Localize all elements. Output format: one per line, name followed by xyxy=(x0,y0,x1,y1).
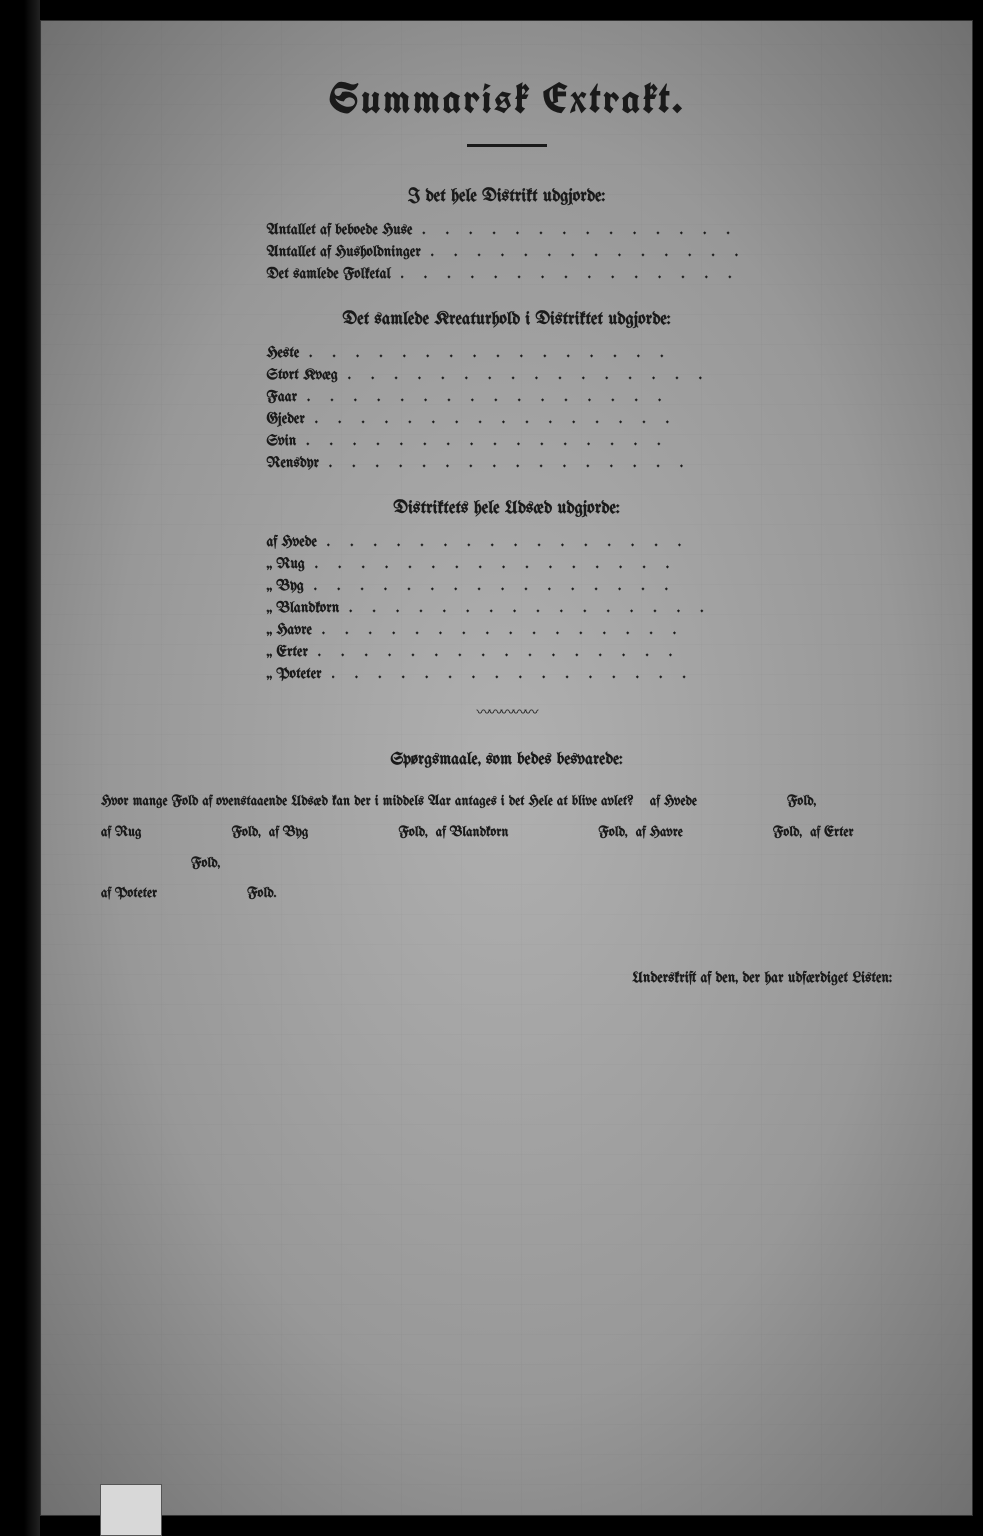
dot-leader: . . . . . . . . . . . . . . . . xyxy=(318,644,747,660)
row-label: Svin xyxy=(267,433,297,449)
q-item-erter: af Erter xyxy=(810,825,853,840)
row-gjeder: Gjeder . . . . . . . . . . . . . . . . xyxy=(267,411,747,427)
row-havre: „ Havre . . . . . . . . . . . . . . . . xyxy=(267,622,747,638)
dot-leader: . . . . . . . . . . . . . . . . xyxy=(332,666,747,682)
q-item-byg: af Byg xyxy=(269,825,309,840)
section-rows-distrikt: Antallet af beboede Huse . . . . . . . .… xyxy=(267,222,747,282)
section-heading-distrikt: I det hele Distrikt udgjorde: xyxy=(81,187,932,206)
row-rensdyr: Rensdyr . . . . . . . . . . . . . . . . xyxy=(267,455,747,471)
row-rug: „ Rug . . . . . . . . . . . . . . . . xyxy=(267,556,747,572)
row-hvede: af Hvede . . . . . . . . . . . . . . . . xyxy=(267,534,747,550)
row-label: „ Byg xyxy=(267,578,304,594)
row-label: af Hvede xyxy=(267,534,317,550)
row-label: Rensdyr xyxy=(267,455,319,471)
q-unit: Fold, xyxy=(191,856,220,871)
row-beboede-huse: Antallet af beboede Huse . . . . . . . .… xyxy=(267,222,747,238)
q-unit: Fold, xyxy=(598,825,627,840)
q-unit: Fold, xyxy=(787,794,816,809)
section-rows-udsaed: af Hvede . . . . . . . . . . . . . . . .… xyxy=(267,534,747,682)
title-underline xyxy=(467,144,547,147)
dot-leader: . . . . . . . . . . . . . . . . xyxy=(315,556,747,572)
question-lead-text: Hvor mange Fold af ovenstaaende Udsæd ka… xyxy=(101,794,633,809)
section-heading-questions: Spørgsmaale, som bedes besvarede: xyxy=(81,752,932,769)
dot-leader: . . . . . . . . . . . . . . . . xyxy=(349,600,746,616)
row-label: „ Blandkorn xyxy=(267,600,340,616)
row-label: „ Erter xyxy=(267,644,308,660)
row-label: „ Poteter xyxy=(267,666,322,682)
dot-leader: . . . . . . . . . . . . . . . . xyxy=(315,411,747,427)
dot-leader: . . . . . . . . . . . . . . . . xyxy=(348,367,747,383)
row-folketal: Det samlede Folketal . . . . . . . . . .… xyxy=(267,266,747,282)
row-label: Faar xyxy=(267,389,298,405)
dot-leader: . . . . . . . . . . . . . . . . xyxy=(401,266,747,282)
row-label: Antallet af Husholdninger xyxy=(267,244,421,260)
row-blandkorn: „ Blandkorn . . . . . . . . . . . . . . … xyxy=(267,600,747,616)
dot-leader: . . . . . . . . . . . . . . . . xyxy=(422,222,746,238)
q-unit: Fold, xyxy=(773,825,802,840)
dot-leader: . . . . . . . . . . . . . . . . xyxy=(327,534,747,550)
q-unit: Fold, xyxy=(398,825,427,840)
row-byg: „ Byg . . . . . . . . . . . . . . . . xyxy=(267,578,747,594)
questions-paragraph: Hvor mange Fold af ovenstaaende Udsæd ka… xyxy=(101,787,912,910)
row-label: „ Rug xyxy=(267,556,305,572)
scan-clip-artifact xyxy=(100,1484,162,1536)
dot-leader: . . . . . . . . . . . . . . . . xyxy=(314,578,747,594)
row-label: Antallet af beboede Huse xyxy=(267,222,413,238)
row-label: Gjeder xyxy=(267,411,305,427)
signature-line: Underskrift af den, der har udfærdiget L… xyxy=(81,970,892,986)
section-rows-kreaturhold: Heste . . . . . . . . . . . . . . . . St… xyxy=(267,345,747,471)
wavy-divider: 〰〰〰〰〰 xyxy=(447,702,567,722)
scan-left-margin xyxy=(0,0,40,1536)
section-heading-kreaturhold: Det samlede Kreaturhold i Distriktet udg… xyxy=(81,310,932,329)
row-stort-kvaeg: Stort Kvæg . . . . . . . . . . . . . . .… xyxy=(267,367,747,383)
dot-leader: . . . . . . . . . . . . . . . . xyxy=(306,433,746,449)
dot-leader: . . . . . . . . . . . . . . . . xyxy=(309,345,746,361)
row-heste: Heste . . . . . . . . . . . . . . . . xyxy=(267,345,747,361)
q-item-poteter: af Poteter xyxy=(101,886,157,901)
dot-leader: . . . . . . . . . . . . . . . . xyxy=(322,622,747,638)
row-faar: Faar . . . . . . . . . . . . . . . . xyxy=(267,389,747,405)
q-item-havre: af Havre xyxy=(636,825,683,840)
page-title: Summarisk Extrakt. xyxy=(81,71,932,126)
row-erter: „ Erter . . . . . . . . . . . . . . . . xyxy=(267,644,747,660)
q-unit: Fold, xyxy=(232,825,261,840)
q-unit: Fold. xyxy=(247,886,276,901)
row-svin: Svin . . . . . . . . . . . . . . . . xyxy=(267,433,747,449)
document-page: Summarisk Extrakt. I det hele Distrikt u… xyxy=(40,20,973,1516)
row-label: „ Havre xyxy=(267,622,312,638)
q-item-blandkorn: af Blandkorn xyxy=(436,825,509,840)
row-poteter: „ Poteter . . . . . . . . . . . . . . . … xyxy=(267,666,747,682)
dot-leader: . . . . . . . . . . . . . . . . xyxy=(329,455,747,471)
q-item-rug: af Rug xyxy=(101,825,142,840)
row-label: Stort Kvæg xyxy=(267,367,338,383)
dot-leader: . . . . . . . . . . . . . . . . xyxy=(431,244,747,260)
row-label: Det samlede Folketal xyxy=(267,266,391,282)
dot-leader: . . . . . . . . . . . . . . . . xyxy=(307,389,746,405)
q-item-hvede: af Hvede xyxy=(650,794,697,809)
section-heading-udsaed: Distriktets hele Udsæd udgjorde: xyxy=(81,499,932,518)
row-label: Heste xyxy=(267,345,300,361)
row-husholdninger: Antallet af Husholdninger . . . . . . . … xyxy=(267,244,747,260)
